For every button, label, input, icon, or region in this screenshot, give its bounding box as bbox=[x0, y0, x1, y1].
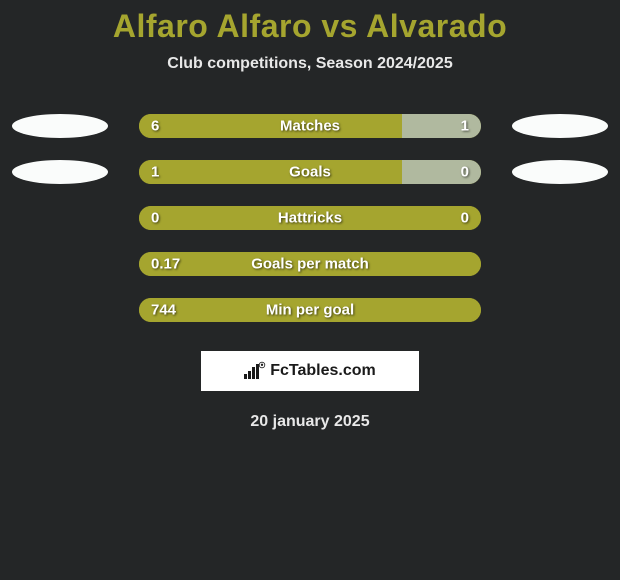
stat-value-right: 0 bbox=[461, 210, 469, 227]
player-ellipse-left bbox=[12, 114, 108, 138]
stat-row: 0.17 Goals per match bbox=[0, 241, 620, 287]
stat-label: Goals per match bbox=[251, 256, 369, 273]
stat-value-left: 6 bbox=[151, 118, 159, 135]
stat-value-right: 0 bbox=[461, 164, 469, 181]
stat-value-right: 1 bbox=[461, 118, 469, 135]
page-title: Alfaro Alfaro vs Alvarado bbox=[0, 8, 620, 45]
date-label: 20 january 2025 bbox=[0, 413, 620, 431]
stat-bar: 6 1 Matches bbox=[139, 114, 481, 138]
stat-value-left: 1 bbox=[151, 164, 159, 181]
stat-row: 744 Min per goal bbox=[0, 287, 620, 333]
stat-label: Min per goal bbox=[266, 302, 354, 319]
stat-row: 6 1 Matches bbox=[0, 103, 620, 149]
stat-row: 0 0 Hattricks bbox=[0, 195, 620, 241]
subtitle: Club competitions, Season 2024/2025 bbox=[0, 55, 620, 73]
player-ellipse-right bbox=[512, 160, 608, 184]
brand-label: FcTables.com bbox=[270, 362, 376, 380]
stat-bar: 1 0 Goals bbox=[139, 160, 481, 184]
stat-label: Matches bbox=[280, 118, 340, 135]
stat-bar-left bbox=[139, 160, 402, 184]
stat-label: Goals bbox=[289, 164, 331, 181]
brand-box: FcTables.com bbox=[201, 351, 419, 391]
stat-bar-left bbox=[139, 114, 402, 138]
player-ellipse-right bbox=[512, 114, 608, 138]
soccer-chart-icon bbox=[244, 361, 266, 381]
stat-value-left: 0.17 bbox=[151, 256, 180, 273]
stat-value-left: 0 bbox=[151, 210, 159, 227]
infographic-container: Alfaro Alfaro vs Alvarado Club competiti… bbox=[0, 0, 620, 431]
stat-label: Hattricks bbox=[278, 210, 342, 227]
stat-bar-right bbox=[402, 114, 481, 138]
stat-bar: 0 0 Hattricks bbox=[139, 206, 481, 230]
stat-bar: 0.17 Goals per match bbox=[139, 252, 481, 276]
stats-area: 6 1 Matches 1 0 Goals 0 0 Hattricks 0.17 Goals per… bbox=[0, 103, 620, 333]
stat-bar-right bbox=[402, 160, 481, 184]
stat-bar: 744 Min per goal bbox=[139, 298, 481, 322]
player-ellipse-left bbox=[12, 160, 108, 184]
stat-row: 1 0 Goals bbox=[0, 149, 620, 195]
stat-value-left: 744 bbox=[151, 302, 176, 319]
